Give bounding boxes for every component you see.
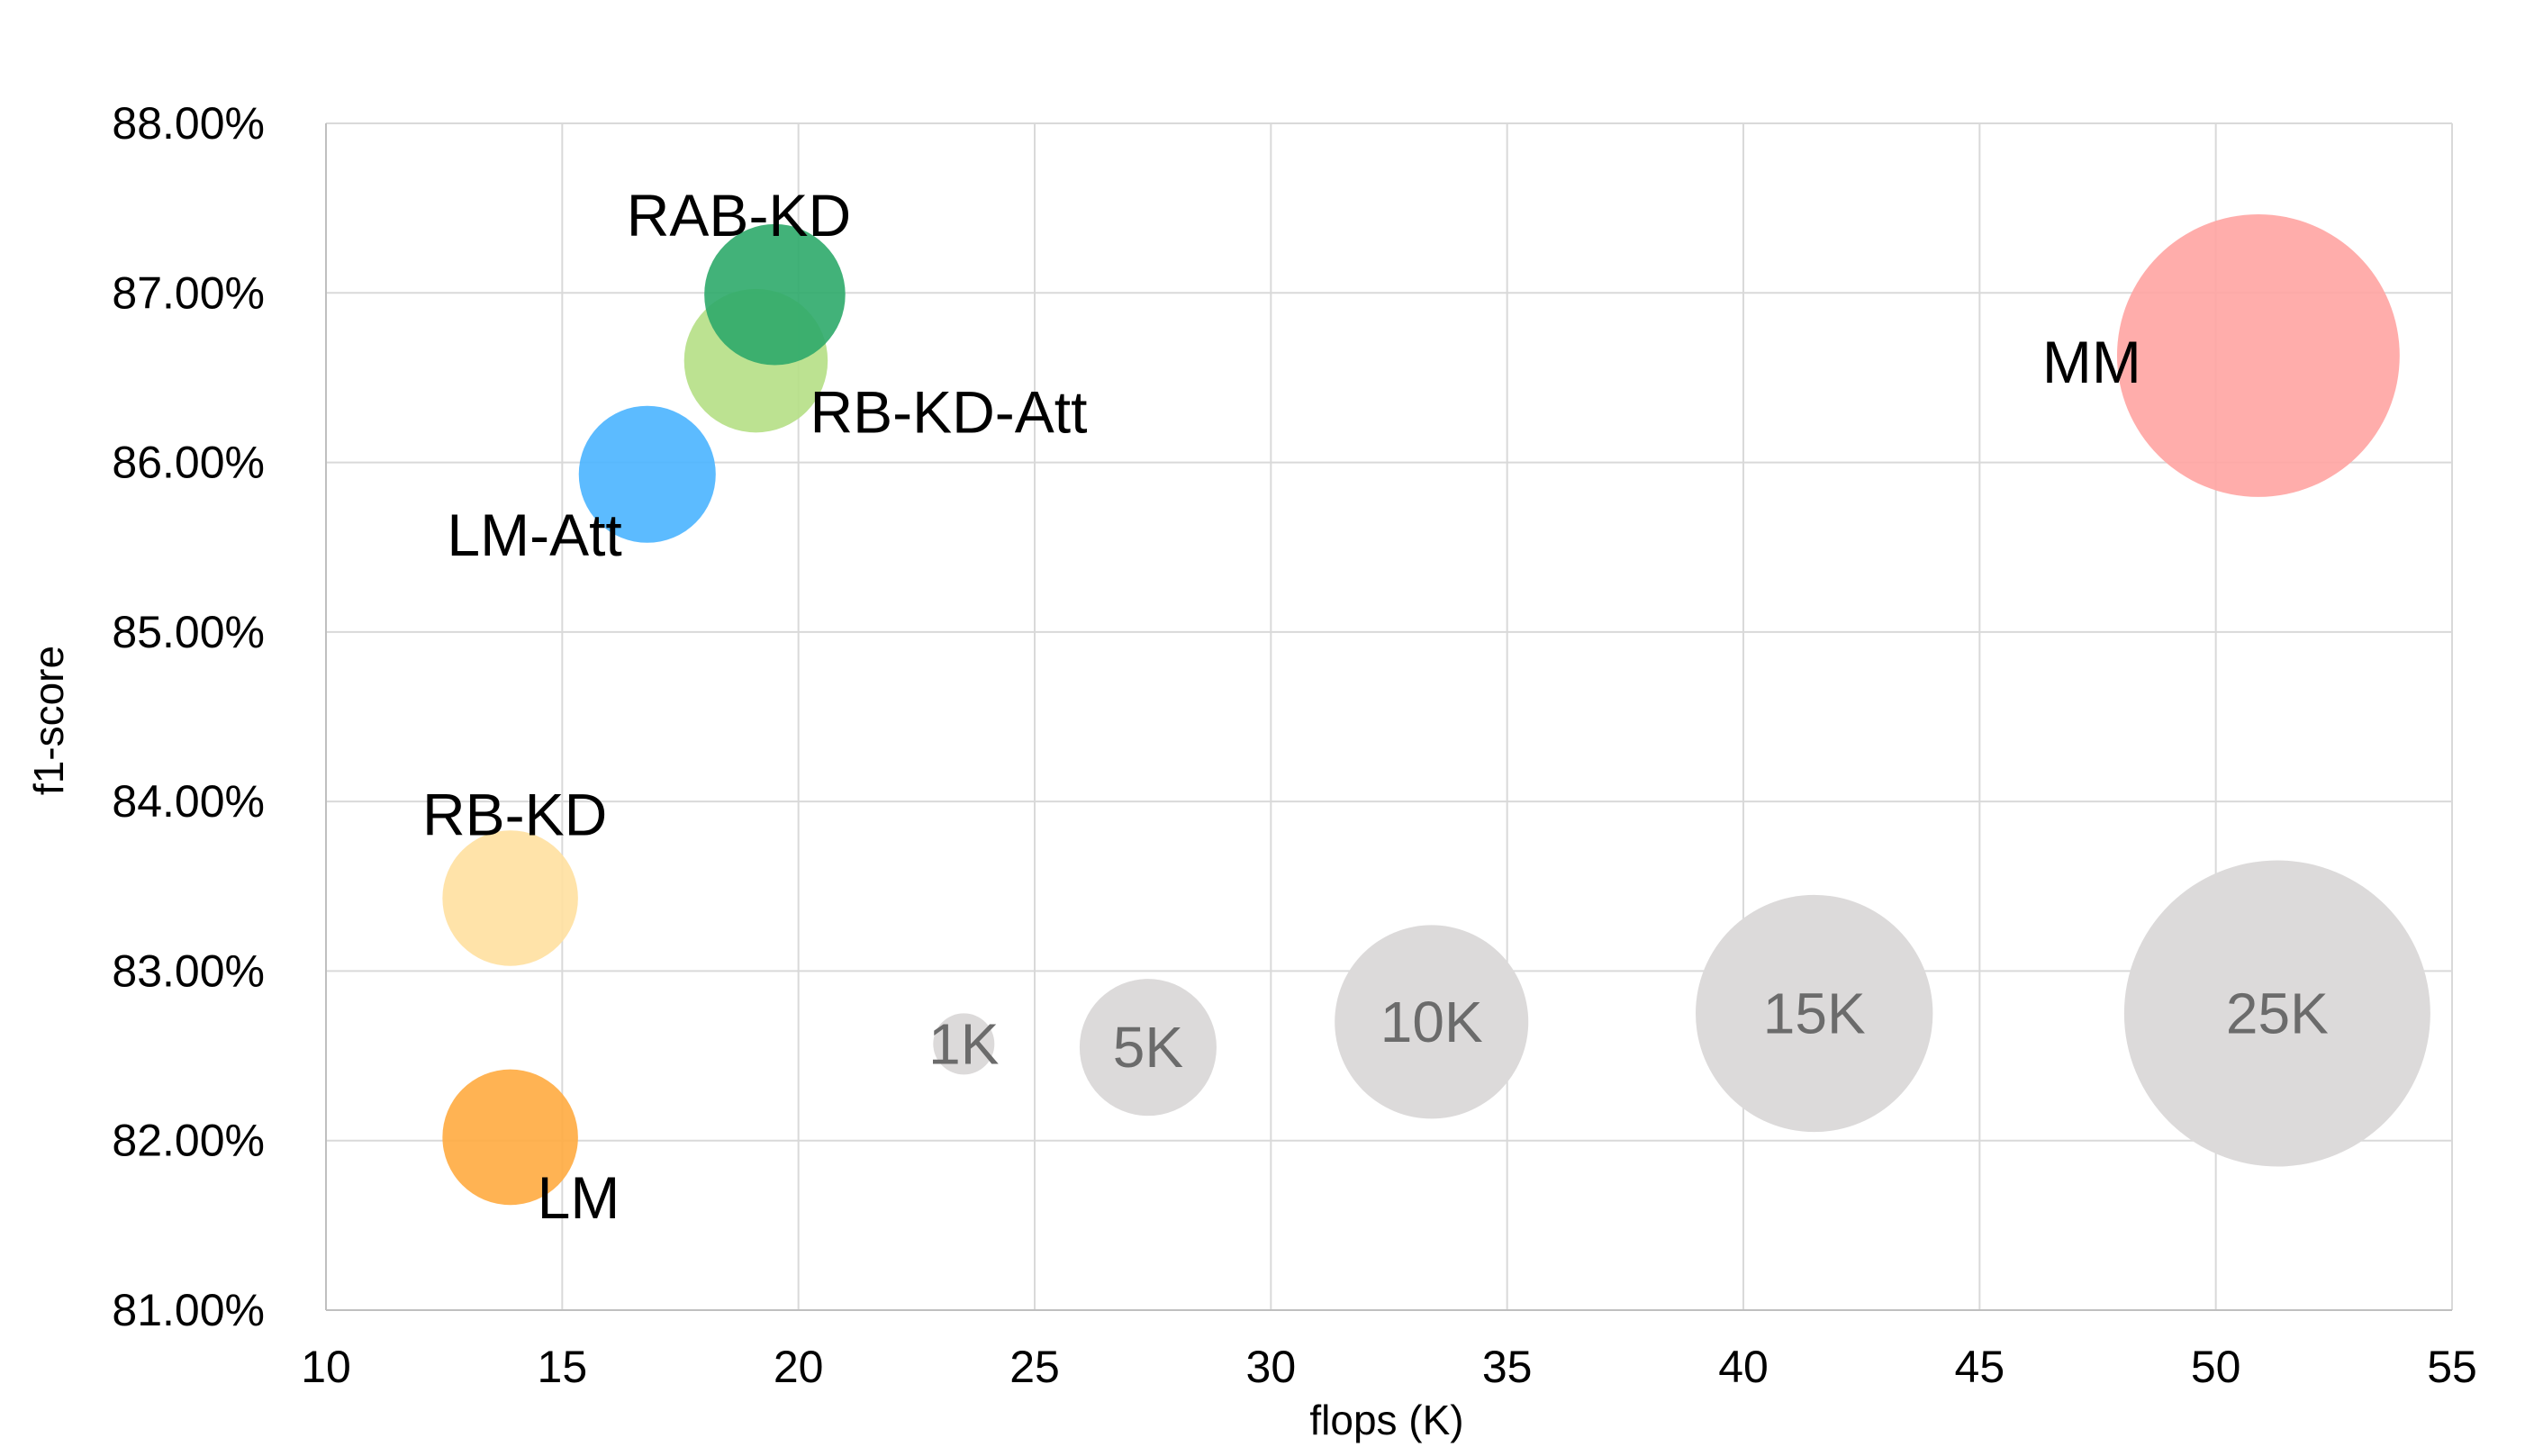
size-reference-bubble: [1335, 925, 1529, 1119]
model-bubble: [578, 405, 716, 543]
model-label: RAB-KD: [627, 182, 851, 249]
model-bubbles: [442, 214, 2400, 1206]
y-tick-label: 88.00%: [112, 98, 265, 149]
x-tick-label: 45: [1955, 1342, 2005, 1392]
model-bubble: [442, 1069, 578, 1206]
size-reference-label: 25K: [2226, 981, 2329, 1046]
x-tick-label: 20: [774, 1342, 824, 1392]
size-reference-bubble: [1696, 894, 1933, 1133]
size-reference-bubble: [1079, 979, 1217, 1117]
y-tick-label: 87.00%: [112, 267, 265, 318]
size-reference-bubble: [933, 1013, 995, 1075]
x-tick-labels: 10 15 20 25 30 35 40 45 50 55: [301, 1342, 2477, 1392]
x-tick-label: 25: [1009, 1342, 1060, 1392]
model-bubble: [704, 223, 846, 366]
size-reference-label: 15K: [1763, 981, 1866, 1046]
y-tick-label: 85.00%: [112, 607, 265, 657]
y-tick-label: 84.00%: [112, 776, 265, 827]
size-reference-label: 10K: [1380, 990, 1483, 1054]
model-label: RB-KD-Att: [810, 379, 1087, 446]
y-tick-label: 81.00%: [112, 1285, 265, 1335]
x-tick-label: 35: [1482, 1342, 1533, 1392]
y-tick-label: 82.00%: [112, 1116, 265, 1166]
y-tick-label: 86.00%: [112, 438, 265, 488]
model-labels: LM RB-KD LM-Att RB-KD-Att RAB-KD MM: [422, 182, 2141, 1231]
y-axis-title: f1-score: [25, 646, 72, 795]
x-tick-label: 30: [1246, 1342, 1297, 1392]
x-tick-label: 50: [2191, 1342, 2241, 1392]
x-axis-title: flops (K): [1309, 1397, 1463, 1443]
size-reference-label: 5K: [1113, 1015, 1183, 1080]
model-bubble: [442, 830, 578, 966]
size-reference-label: 1K: [928, 1011, 999, 1076]
x-tick-label: 40: [1718, 1342, 1769, 1392]
size-reference-bubbles: 1K 5K 10K 15K 25K: [928, 860, 2430, 1167]
model-label: RB-KD: [422, 781, 607, 847]
size-reference-bubble: [2123, 860, 2430, 1167]
x-tick-label: 10: [301, 1342, 351, 1392]
y-tick-label: 83.00%: [112, 945, 265, 996]
model-bubble: [2116, 214, 2400, 497]
model-label: LM: [538, 1164, 620, 1231]
x-tick-label: 15: [538, 1342, 588, 1392]
x-tick-label: 55: [2427, 1342, 2477, 1392]
model-label: LM-Att: [447, 502, 621, 568]
model-label: MM: [2042, 329, 2141, 395]
axes: [325, 123, 2452, 1311]
y-tick-labels: 81.00% 82.00% 83.00% 84.00% 85.00% 86.00% 87.0…: [112, 98, 265, 1335]
